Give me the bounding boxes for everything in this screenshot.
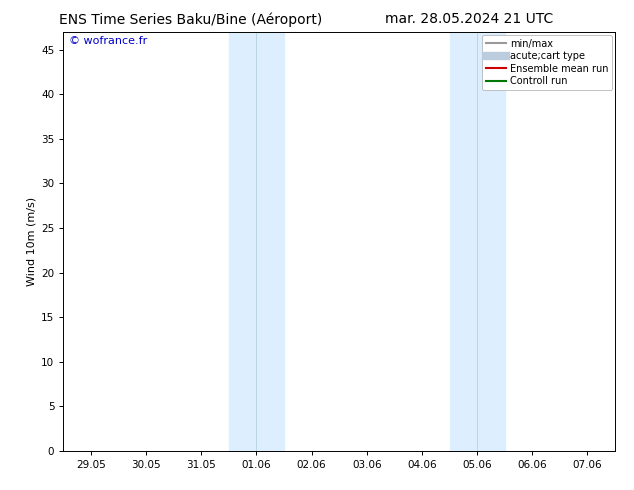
Bar (229, 32, 284, 451)
Y-axis label: Wind 10m (m/s): Wind 10m (m/s) (27, 197, 37, 286)
Text: mar. 28.05.2024 21 UTC: mar. 28.05.2024 21 UTC (385, 12, 553, 26)
Legend: min/max, acute;cart type, Ensemble mean run, Controll run: min/max, acute;cart type, Ensemble mean … (482, 35, 612, 90)
Bar (450, 32, 505, 451)
Text: ENS Time Series Baku/Bine (Aéroport): ENS Time Series Baku/Bine (Aéroport) (58, 12, 322, 27)
Text: © wofrance.fr: © wofrance.fr (69, 36, 147, 46)
